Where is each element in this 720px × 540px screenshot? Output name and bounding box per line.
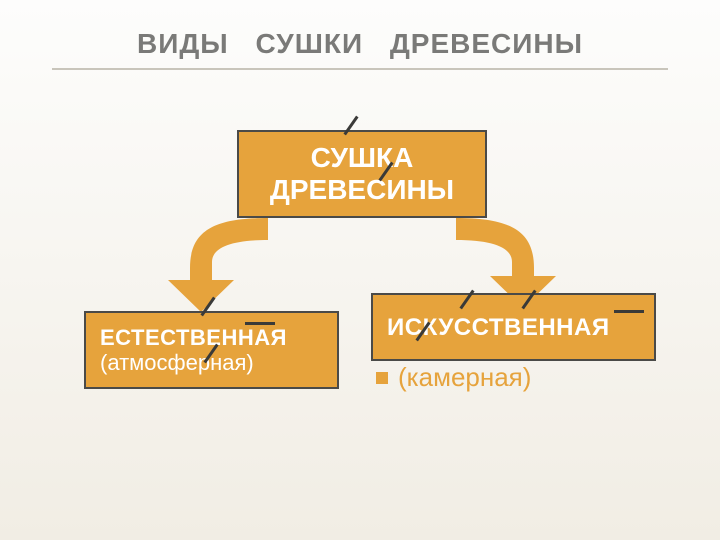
title-underline xyxy=(52,68,668,70)
arrow-left xyxy=(168,218,268,312)
root-line2: ДРЕВЕСИНЫ xyxy=(270,174,454,206)
root-node: СУШКА ДРЕВЕСИНЫ xyxy=(237,130,487,218)
natural-line1: ЕСТЕСТВЕННАЯ xyxy=(100,325,323,350)
artificial-bullet xyxy=(376,372,388,384)
artificial-line2: (камерная) xyxy=(398,362,531,393)
arrows-layer xyxy=(0,0,720,540)
accent-mark xyxy=(614,310,644,313)
page-title: ВИДЫ СУШКИ ДРЕВЕСИНЫ xyxy=(0,28,720,60)
accent-mark xyxy=(245,322,275,325)
root-line1: СУШКА xyxy=(311,142,414,174)
child-artificial: ИСКУССТВЕННАЯ xyxy=(371,293,656,361)
